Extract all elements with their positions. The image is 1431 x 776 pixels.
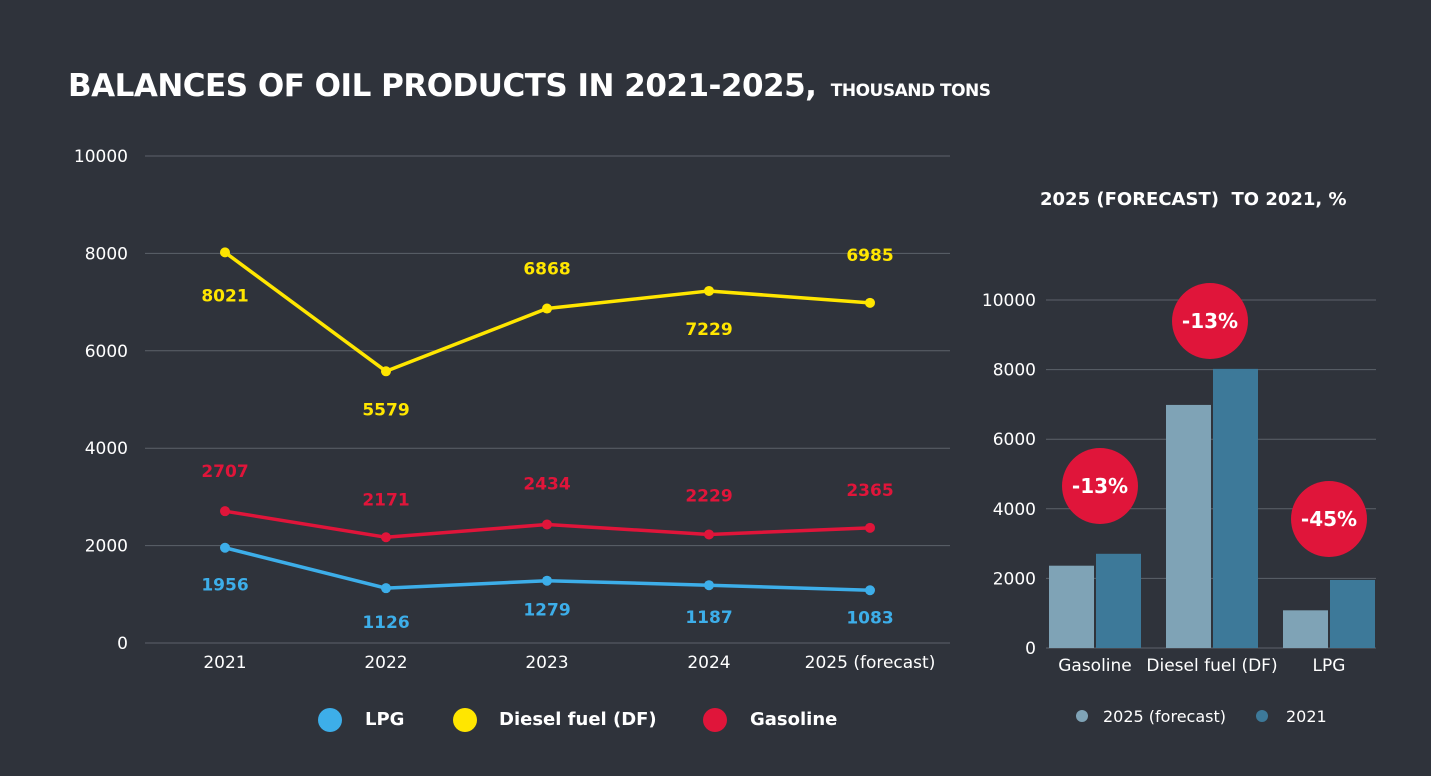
change-badge bbox=[1172, 283, 1248, 359]
y-tick-label: 2000 bbox=[993, 569, 1036, 589]
gasoline-legend-label: Gasoline bbox=[750, 709, 837, 730]
bar_forecast-legend-marker bbox=[1076, 710, 1088, 722]
gasoline-data-label: 2229 bbox=[685, 486, 732, 506]
lpg-point bbox=[542, 575, 552, 586]
lpg-legend-marker bbox=[318, 708, 342, 732]
y-tick-label: 6000 bbox=[85, 342, 128, 362]
lpg-point bbox=[381, 583, 391, 594]
bar-bar_forecast bbox=[1166, 404, 1211, 648]
y-tick-label: 10000 bbox=[74, 147, 128, 167]
gasoline-legend-marker bbox=[703, 708, 727, 732]
diesel-data-label: 5579 bbox=[362, 400, 409, 420]
gasoline-data-label: 2365 bbox=[846, 481, 893, 501]
lpg-data-label: 1187 bbox=[685, 608, 732, 628]
gasoline-point bbox=[542, 519, 552, 530]
y-tick-label: 4000 bbox=[85, 439, 128, 459]
y-tick-label: 4000 bbox=[993, 500, 1036, 520]
bar_forecast-legend-label: 2025 (forecast) bbox=[1103, 707, 1226, 726]
diesel-legend-marker bbox=[453, 708, 477, 732]
change-badge bbox=[1062, 448, 1138, 524]
change-badge-label: -13% bbox=[1182, 309, 1238, 333]
diesel-legend-label: Diesel fuel (DF) bbox=[499, 709, 657, 730]
x-tick-label: 2022 bbox=[364, 653, 407, 673]
gasoline-point bbox=[381, 532, 391, 543]
change-badge bbox=[1291, 481, 1367, 557]
y-tick-label: 8000 bbox=[993, 361, 1036, 381]
bar-bar_2021 bbox=[1213, 368, 1258, 648]
y-tick-label: 10000 bbox=[982, 291, 1036, 311]
y-tick-label: 8000 bbox=[85, 244, 128, 264]
line-chart: 0 2000 4000 6000 8000 10000 2021 2022 2023 2024 20… bbox=[74, 147, 950, 732]
gasoline-point bbox=[865, 522, 875, 533]
y-tick-label: 0 bbox=[117, 634, 128, 654]
chart-title: BALANCES OF OIL PRODUCTS IN 2021-2025, T… bbox=[68, 68, 991, 104]
change-badge-label: -13% bbox=[1072, 474, 1128, 498]
lpg-data-label: 1083 bbox=[846, 608, 893, 628]
diesel-point bbox=[704, 285, 714, 296]
bar-bar_2021 bbox=[1096, 553, 1141, 648]
bar-chart: 0 2000 4000 6000 8000 10000 Gasoline Diesel fue… bbox=[982, 283, 1376, 726]
lpg-point bbox=[220, 542, 230, 553]
diesel-data-label: 6868 bbox=[523, 260, 570, 280]
x-tick-label: 2021 bbox=[203, 653, 246, 673]
y-tick-label: 6000 bbox=[993, 430, 1036, 450]
lpg-data-label: 1956 bbox=[201, 576, 248, 596]
bar_2021-legend-label: 2021 bbox=[1286, 707, 1327, 726]
change-badge-label: -45% bbox=[1301, 507, 1357, 531]
lpg-point bbox=[704, 580, 714, 591]
bar-bar_forecast bbox=[1049, 565, 1094, 648]
bar_2021-legend-marker bbox=[1256, 710, 1268, 722]
gasoline-point bbox=[220, 506, 230, 517]
diesel-point bbox=[220, 247, 230, 258]
bar-chart-title: 2025 (FORECAST) TO 2021, % bbox=[1040, 189, 1347, 210]
x-tick-label: Diesel fuel (DF) bbox=[1146, 656, 1277, 676]
x-tick-label: 2024 bbox=[687, 653, 730, 673]
x-tick-label: Gasoline bbox=[1058, 656, 1132, 676]
gasoline-data-label: 2434 bbox=[523, 474, 570, 494]
x-tick-label: LPG bbox=[1313, 656, 1346, 676]
gasoline-data-label: 2171 bbox=[362, 490, 409, 510]
diesel-point bbox=[865, 297, 875, 308]
lpg-data-label: 1126 bbox=[362, 613, 409, 633]
diesel-data-label: 8021 bbox=[201, 286, 248, 306]
y-tick-label: 0 bbox=[1025, 639, 1036, 659]
gasoline-data-label: 2707 bbox=[201, 462, 248, 482]
lpg-legend-label: LPG bbox=[365, 709, 404, 730]
bar-bar_2021 bbox=[1330, 579, 1375, 648]
diesel-data-label: 6985 bbox=[846, 246, 893, 266]
x-tick-label: 2025 (forecast) bbox=[805, 653, 936, 673]
lpg-point bbox=[865, 585, 875, 596]
chart-title-main: BALANCES OF OIL PRODUCTS IN 2021-2025, bbox=[68, 68, 817, 104]
x-tick-label: 2023 bbox=[525, 653, 568, 673]
diesel-point bbox=[542, 303, 552, 314]
chart-title-unit: THOUSAND TONS bbox=[830, 81, 991, 101]
bar-bar_forecast bbox=[1283, 610, 1328, 648]
lpg-data-label: 1279 bbox=[523, 601, 570, 621]
diesel-data-label: 7229 bbox=[685, 320, 732, 340]
y-tick-label: 2000 bbox=[85, 537, 128, 557]
diesel-point bbox=[381, 366, 391, 377]
gasoline-point bbox=[704, 529, 714, 540]
